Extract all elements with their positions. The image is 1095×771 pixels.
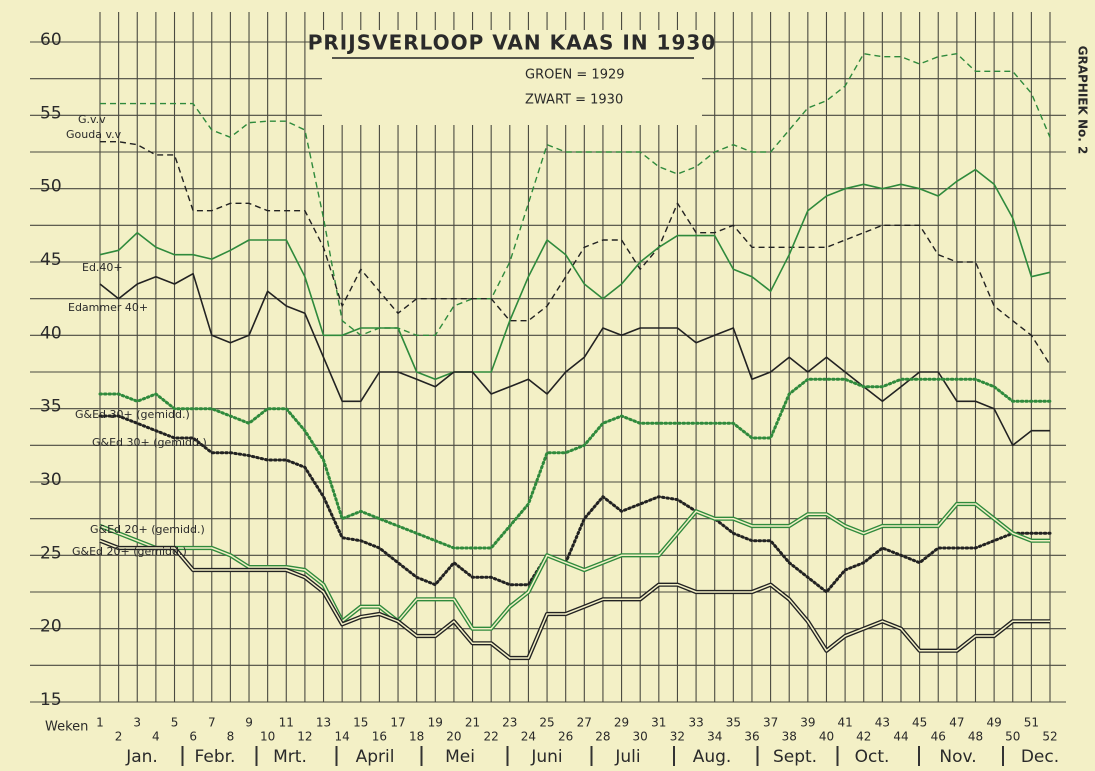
x-tick-label: 8 <box>227 730 235 744</box>
x-tick-label: 19 <box>428 716 443 730</box>
series-label: G.v.v <box>78 113 106 126</box>
x-axis-label: Weken <box>45 720 88 735</box>
x-tick-label: 30 <box>633 730 648 744</box>
x-tick-label: 40 <box>819 730 834 744</box>
x-tick-label: 51 <box>1024 716 1039 730</box>
x-tick-label: 37 <box>763 716 778 730</box>
month-label: Mrt. <box>273 747 307 767</box>
title-box <box>322 30 702 125</box>
x-tick-label: 1 <box>96 716 104 730</box>
month-label: Nov. <box>939 747 976 767</box>
x-tick-label: 52 <box>1042 730 1057 744</box>
side-label: GRAPHIEK No. 2 <box>1076 46 1090 155</box>
month-label: Mei <box>445 747 475 767</box>
x-tick-label: 50 <box>1005 730 1020 744</box>
x-tick-label: 36 <box>744 730 759 744</box>
x-tick-label: 26 <box>558 730 573 744</box>
x-tick-label: 43 <box>875 716 890 730</box>
month-label: Febr. <box>195 747 236 767</box>
series-line-inner <box>99 540 1050 659</box>
series-line <box>100 141 1051 366</box>
x-tick-label: 15 <box>353 716 368 730</box>
series-label: G&Ed 20+ (gemidd.) <box>72 545 187 558</box>
x-tick-label: 39 <box>800 716 815 730</box>
x-tick-label: 47 <box>949 716 964 730</box>
y-tick-label: 50 <box>40 177 62 197</box>
x-tick-label: 9 <box>245 716 253 730</box>
x-tick-label: 2 <box>115 730 123 744</box>
series-label: G&Ed 30+ (gemidd.) <box>75 408 190 421</box>
x-tick-label: 44 <box>893 730 908 744</box>
x-tick-label: 12 <box>297 730 312 744</box>
month-label: Juli <box>614 747 640 767</box>
x-tick-label: 34 <box>707 730 722 744</box>
series-line <box>98 377 1052 550</box>
x-tick-label: 18 <box>409 730 424 744</box>
x-tick-label: 49 <box>986 716 1001 730</box>
x-tick-label: 42 <box>856 730 871 744</box>
x-tick-label: 25 <box>539 716 554 730</box>
x-tick-label: 24 <box>521 730 536 744</box>
series-label: G&Ed 30+ (gemidd.) <box>92 436 207 449</box>
x-tick-label: 11 <box>279 716 294 730</box>
x-tick-label: 10 <box>260 730 275 744</box>
y-tick-label: 15 <box>40 690 62 710</box>
series-label: Gouda v.v <box>66 128 122 141</box>
y-tick-label: 25 <box>40 543 62 563</box>
x-tick-label: 3 <box>133 716 141 730</box>
x-tick-label: 46 <box>931 730 946 744</box>
x-tick-label: 48 <box>968 730 983 744</box>
x-tick-label: 14 <box>335 730 350 744</box>
x-tick-label: 27 <box>577 716 592 730</box>
x-tick-label: 7 <box>208 716 216 730</box>
month-label: Aug. <box>693 747 732 767</box>
x-tick-label: 13 <box>316 716 331 730</box>
x-tick-label: 32 <box>670 730 685 744</box>
series-label: Edammer 40+ <box>68 301 148 314</box>
x-tick-label: 16 <box>372 730 387 744</box>
y-tick-label: 60 <box>40 30 62 50</box>
month-label: Dec. <box>1021 747 1059 767</box>
series-line <box>99 272 1050 447</box>
subtitle: GROEN = 1929 <box>525 68 625 83</box>
subtitle: ZWART = 1930 <box>525 93 623 108</box>
y-tick-label: 55 <box>40 103 62 123</box>
month-label: April <box>356 747 395 767</box>
x-tick-label: 5 <box>171 716 179 730</box>
month-label: Oct. <box>855 747 890 767</box>
x-tick-label: 28 <box>595 730 610 744</box>
y-tick-label: 30 <box>40 470 62 490</box>
x-tick-label: 38 <box>782 730 797 744</box>
series-line <box>98 414 1052 594</box>
series-label: G&Ed 20+ (gemidd.) <box>90 523 205 536</box>
month-label: Sept. <box>773 747 817 767</box>
month-label: Jan. <box>125 747 158 767</box>
x-tick-label: 35 <box>726 716 741 730</box>
series-line <box>99 168 1051 381</box>
y-tick-label: 20 <box>40 617 62 637</box>
x-tick-label: 31 <box>651 716 666 730</box>
x-tick-label: 6 <box>189 730 197 744</box>
x-tick-label: 17 <box>390 716 405 730</box>
month-label: Juni <box>530 747 562 767</box>
y-tick-label: 45 <box>40 250 62 270</box>
x-tick-label: 23 <box>502 716 517 730</box>
x-tick-label: 45 <box>912 716 927 730</box>
x-tick-label: 41 <box>837 716 852 730</box>
x-tick-label: 20 <box>446 730 461 744</box>
x-tick-label: 22 <box>484 730 499 744</box>
x-tick-label: 21 <box>465 716 480 730</box>
y-tick-label: 35 <box>40 397 62 417</box>
series-line-inner <box>99 503 1050 630</box>
x-tick-label: 4 <box>152 730 160 744</box>
chart-title: PRIJSVERLOOP VAN KAAS IN 1930 <box>308 31 716 55</box>
x-tick-label: 29 <box>614 716 629 730</box>
series-label: Ed.40+ <box>82 261 123 274</box>
y-tick-label: 40 <box>40 323 62 343</box>
x-tick-label: 33 <box>688 716 703 730</box>
